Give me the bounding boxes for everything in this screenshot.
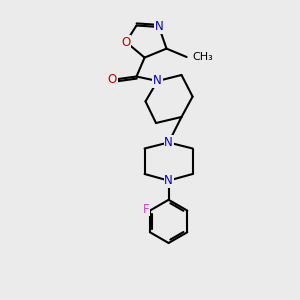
Text: N: N — [164, 136, 173, 149]
Text: F: F — [143, 202, 150, 216]
Text: N: N — [154, 20, 164, 34]
Text: O: O — [122, 35, 130, 49]
Text: N: N — [153, 74, 162, 88]
Text: N: N — [164, 174, 173, 187]
Text: O: O — [108, 73, 117, 86]
Text: CH₃: CH₃ — [192, 52, 213, 62]
